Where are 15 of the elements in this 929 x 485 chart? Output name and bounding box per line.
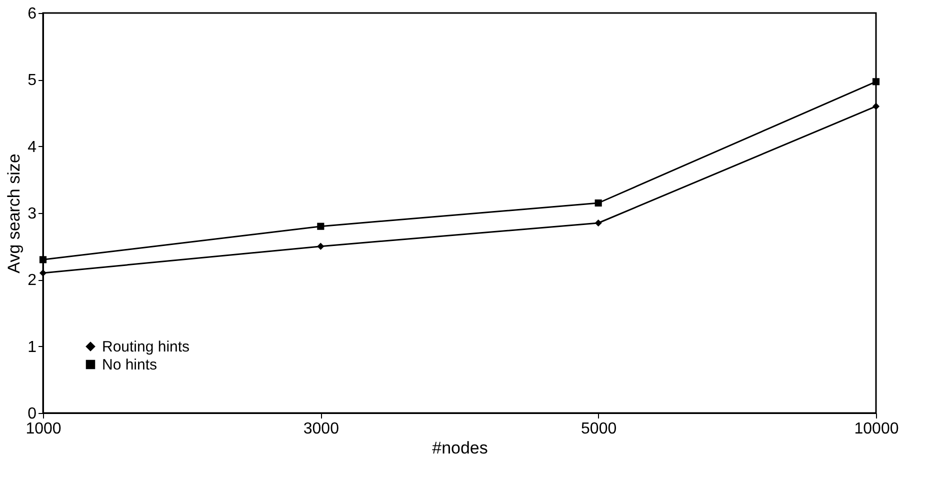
legend-label: Routing hints (102, 338, 190, 356)
y-tick-label: 0 (28, 406, 37, 422)
y-tick-label: 4 (28, 138, 37, 156)
x-tick-label: 5000 (581, 420, 617, 438)
y-tick-label: 6 (28, 6, 37, 22)
y-tick-label: 3 (28, 206, 37, 222)
x-tick-label: 1000 (26, 420, 62, 438)
x-axis-title: #nodes (432, 438, 488, 458)
y-tick-label: 2 (28, 272, 37, 290)
legend-label: No hints (102, 356, 158, 374)
x-tick-label: 3000 (303, 420, 340, 438)
y-tick-label: 1 (28, 338, 37, 356)
y-axis-title: Avg search size (4, 154, 24, 274)
y-tick-label: 5 (28, 72, 37, 90)
x-tick-label: 10000 (854, 420, 899, 438)
